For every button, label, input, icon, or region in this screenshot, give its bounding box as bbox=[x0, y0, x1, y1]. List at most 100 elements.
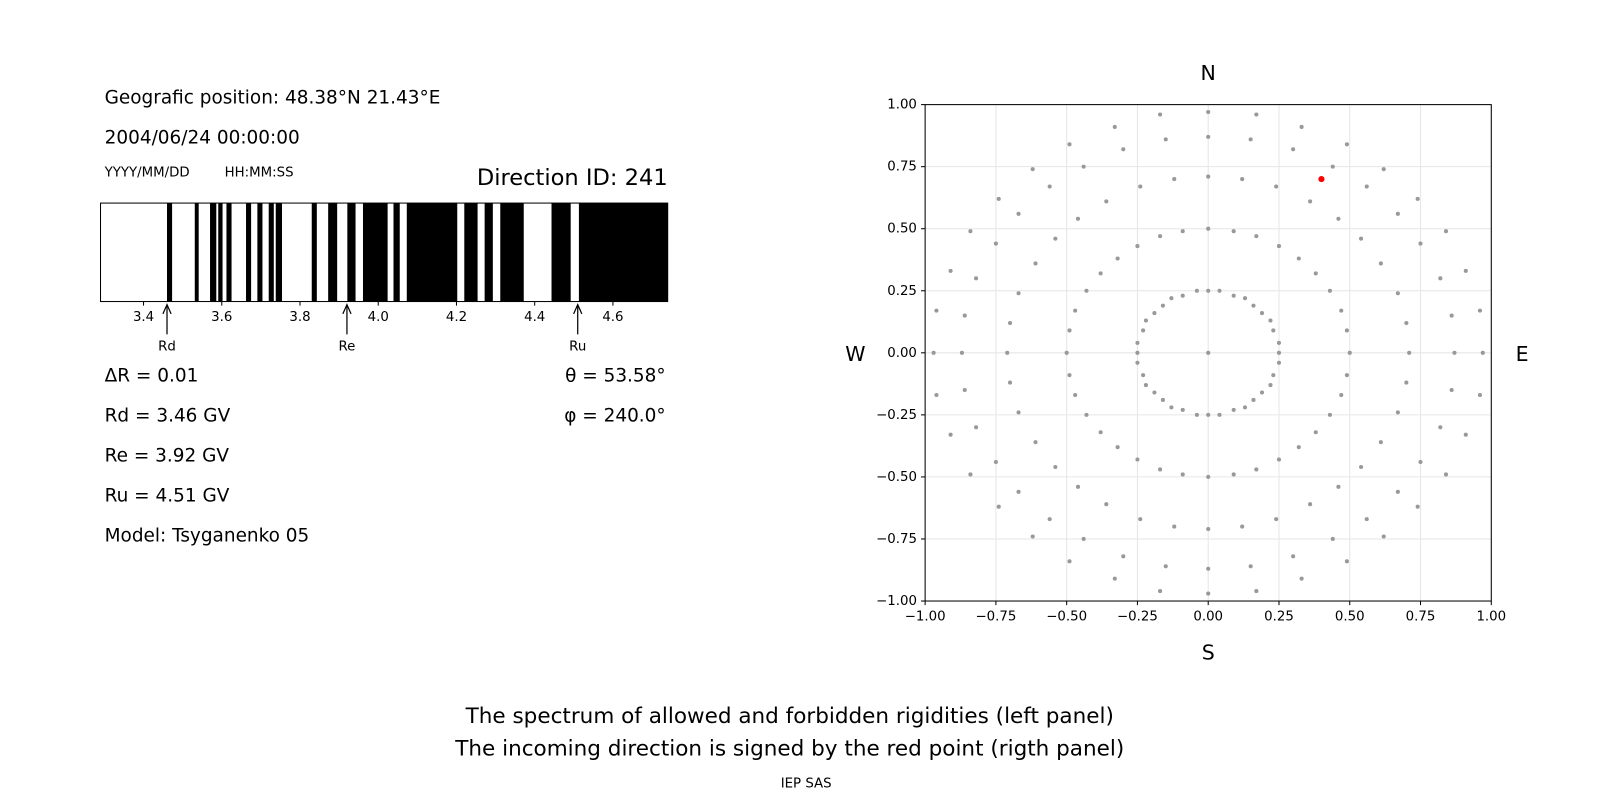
direction-point bbox=[1364, 184, 1369, 189]
direction-point bbox=[1217, 288, 1222, 293]
direction-point bbox=[1053, 236, 1058, 241]
direction-point bbox=[1005, 350, 1010, 355]
direction-point bbox=[1194, 288, 1199, 293]
direction-point bbox=[1291, 554, 1296, 559]
direction-point bbox=[1073, 308, 1078, 313]
direction-point bbox=[974, 276, 979, 281]
direction-point bbox=[1172, 177, 1177, 182]
direction-point bbox=[1359, 236, 1364, 241]
direction-point bbox=[1344, 328, 1349, 333]
direction-point bbox=[1438, 425, 1443, 430]
direction-point bbox=[1121, 147, 1126, 152]
direction-point bbox=[1135, 244, 1140, 249]
direction-point bbox=[1251, 397, 1256, 403]
y-tick-label: −0.25 bbox=[876, 408, 917, 423]
direction-point bbox=[1121, 554, 1126, 559]
marker-label: Re bbox=[339, 340, 356, 355]
direction-point bbox=[968, 229, 973, 234]
direction-point bbox=[1217, 412, 1222, 417]
info-line: Ru = 4.51 GV bbox=[105, 485, 230, 506]
direction-point bbox=[1449, 313, 1454, 318]
direction-point bbox=[1242, 405, 1248, 410]
direction-point bbox=[1180, 407, 1185, 412]
direction-point bbox=[1135, 457, 1140, 462]
forbidden-band bbox=[167, 203, 173, 302]
direction-point bbox=[1276, 360, 1282, 365]
direction-point bbox=[1206, 110, 1211, 115]
info-line: ΔR = 0.01 bbox=[105, 365, 199, 386]
direction-point bbox=[1254, 589, 1259, 594]
time-format: HH:MM:SS bbox=[225, 165, 294, 180]
direction-point bbox=[1081, 164, 1086, 169]
direction-point bbox=[1206, 174, 1211, 179]
marker-arrow-head bbox=[342, 303, 352, 315]
direction-point bbox=[934, 308, 939, 313]
direction-point bbox=[1084, 412, 1089, 417]
direction-point bbox=[1344, 559, 1349, 564]
direction-point bbox=[1115, 256, 1120, 261]
direction-point bbox=[1112, 576, 1117, 581]
direction-point bbox=[1443, 229, 1449, 234]
direction-point bbox=[1463, 268, 1468, 273]
forbidden-band bbox=[210, 203, 217, 302]
direction-point bbox=[1271, 373, 1276, 378]
marker-arrow-head bbox=[162, 303, 172, 315]
direction-point bbox=[1330, 164, 1335, 169]
x-tick-label: 3.4 bbox=[133, 310, 154, 325]
direction-point bbox=[1418, 241, 1423, 246]
direction-point bbox=[1075, 484, 1081, 489]
direction-point bbox=[1206, 412, 1211, 417]
forbidden-band bbox=[226, 203, 232, 302]
direction-point bbox=[1030, 167, 1035, 172]
direction-point bbox=[1415, 504, 1420, 509]
y-tick-label: −0.75 bbox=[876, 532, 917, 547]
direction-point bbox=[1452, 350, 1457, 355]
direction-point bbox=[1296, 445, 1301, 450]
direction-point bbox=[1449, 388, 1454, 393]
direction-point bbox=[1407, 350, 1412, 355]
plot-frame bbox=[924, 104, 1492, 602]
direction-point bbox=[1344, 142, 1349, 147]
forbidden-band bbox=[218, 203, 223, 302]
direction-point bbox=[1067, 142, 1072, 147]
direction-point bbox=[1240, 177, 1245, 182]
direction-point bbox=[1291, 147, 1296, 152]
position: Geografic position: 48.38°N 21.43°E bbox=[105, 87, 441, 108]
x-tick-label: 0.50 bbox=[1335, 609, 1365, 624]
direction-point bbox=[1299, 124, 1304, 130]
y-tick-label: 0.50 bbox=[887, 222, 917, 237]
direction-point bbox=[1104, 199, 1109, 204]
direction-point bbox=[1016, 291, 1021, 296]
x-tick-label: −0.25 bbox=[1117, 609, 1158, 624]
direction-point bbox=[1443, 472, 1449, 477]
compass-label: S bbox=[1202, 640, 1215, 664]
forbidden-band bbox=[275, 203, 283, 302]
y-tick-label: 0.75 bbox=[887, 160, 917, 175]
x-tick-label: 1.00 bbox=[1476, 609, 1506, 624]
direction-point bbox=[1143, 318, 1148, 323]
direction-point bbox=[1135, 360, 1140, 365]
direction-point bbox=[1254, 112, 1259, 117]
direction-point bbox=[1404, 380, 1409, 385]
direction-point bbox=[1242, 296, 1248, 301]
direction-point bbox=[1477, 392, 1483, 398]
direction-point bbox=[1254, 234, 1259, 239]
direction-point bbox=[959, 350, 964, 355]
direction-point bbox=[948, 268, 953, 273]
direction-point bbox=[1477, 308, 1483, 313]
x-tick-label: 0.00 bbox=[1193, 609, 1223, 624]
direction-point bbox=[962, 388, 967, 393]
direction-point bbox=[1158, 467, 1163, 472]
direction-point bbox=[1112, 124, 1117, 130]
direction-point bbox=[1359, 464, 1364, 470]
direction-point bbox=[1163, 564, 1168, 569]
direction-point bbox=[1169, 405, 1174, 410]
direction-point bbox=[1378, 440, 1383, 445]
direction-point bbox=[1206, 474, 1211, 479]
direction-point bbox=[1206, 134, 1211, 139]
direction-point bbox=[1347, 350, 1352, 355]
x-tick-label: 3.8 bbox=[289, 310, 310, 325]
direction-point bbox=[1395, 291, 1400, 296]
direction-point bbox=[1259, 390, 1265, 395]
forbidden-band bbox=[578, 203, 668, 302]
